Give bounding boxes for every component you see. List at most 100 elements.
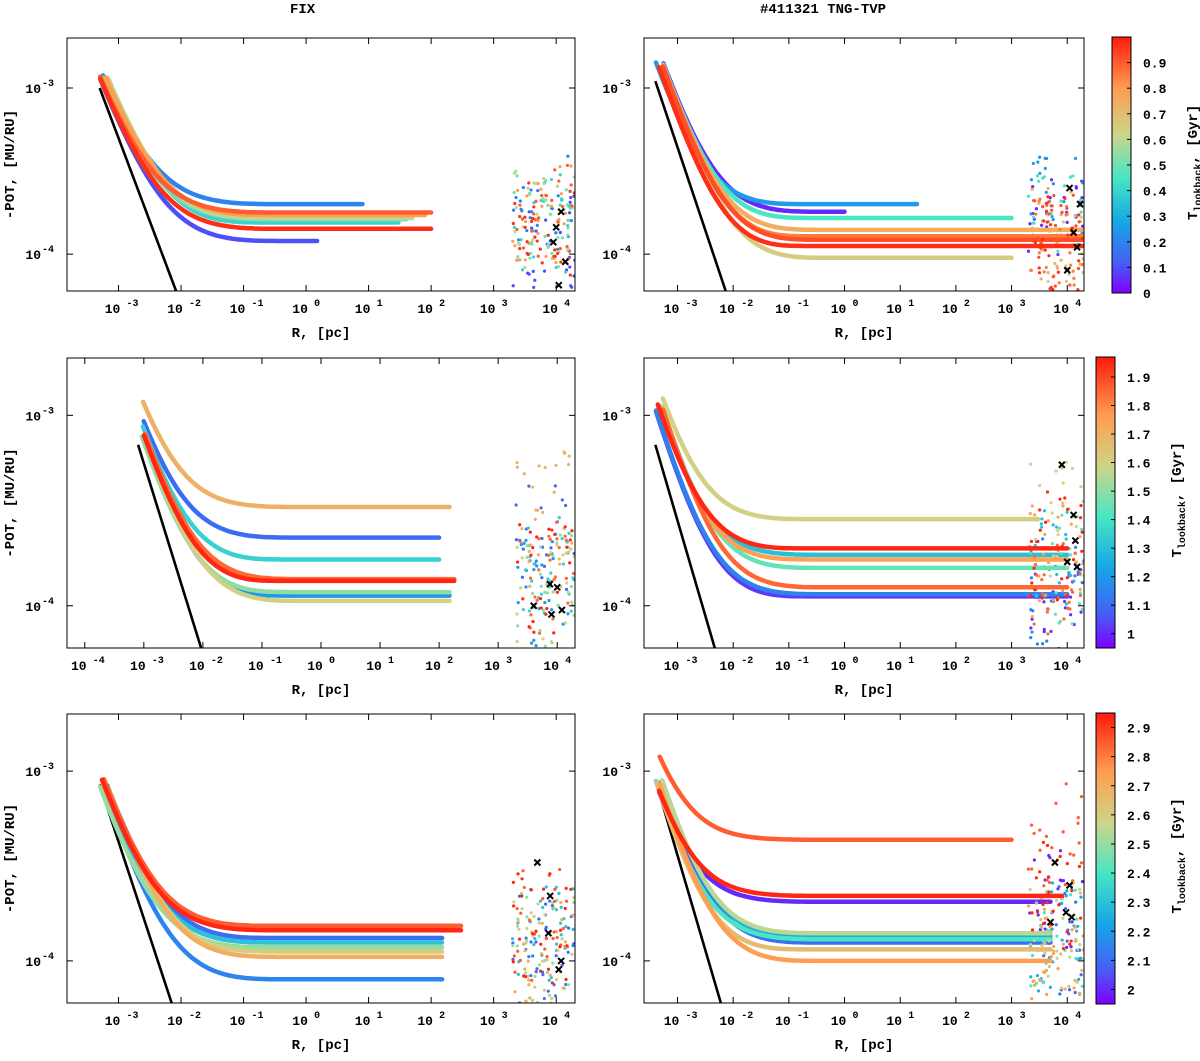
- scatter-dot: [537, 537, 541, 541]
- scatter-dot: [516, 949, 520, 953]
- scatter-dot: [1045, 610, 1049, 614]
- y-tick-label: 10: [25, 82, 41, 97]
- scatter-dot: [1042, 630, 1046, 634]
- scatter-dot: [545, 958, 549, 962]
- scatter-dot: [557, 516, 561, 520]
- scatter-dot: [1081, 934, 1084, 938]
- series-curve-t-2.85: [101, 776, 464, 929]
- scatter-dot: [1080, 984, 1084, 988]
- plot-frame: [66, 713, 576, 1004]
- black-reference-line: [654, 80, 727, 291]
- cross-marker: [533, 858, 542, 867]
- scatter-dot: [1077, 601, 1082, 606]
- scatter-dot: [530, 579, 534, 583]
- scatter-dot: [572, 895, 575, 899]
- scatter-dot: [1069, 263, 1073, 267]
- series-curve-t-1.5: [139, 434, 452, 595]
- scatter-dot: [1026, 249, 1031, 253]
- x-tick-exponent: 4: [565, 656, 571, 667]
- cross-marker: [544, 929, 553, 937]
- scatter-dot: [1051, 287, 1055, 291]
- scatter-dot: [530, 210, 534, 214]
- x-tick-label: 10: [775, 659, 791, 674]
- scatter-dot: [1040, 948, 1044, 952]
- series-curve-t-0.75: [660, 63, 1084, 233]
- scatter-dot: [526, 959, 530, 963]
- scatter-dot: [1055, 572, 1059, 577]
- scatter-dot: [1062, 617, 1066, 621]
- scatter-dot: [552, 577, 556, 582]
- x-tick-exponent: -1: [797, 299, 809, 310]
- scatter-dot: [1046, 186, 1050, 191]
- scatter-dot: [515, 545, 519, 549]
- scatter-dot: [1061, 220, 1066, 224]
- scatter-dot: [1027, 904, 1031, 908]
- cross-marker: [1063, 558, 1071, 566]
- scatter-dot: [530, 219, 534, 224]
- scatter-dot: [1036, 539, 1040, 544]
- scatter-dot: [568, 211, 572, 215]
- scatter-dot: [535, 508, 540, 512]
- y-tick-label: 10: [25, 409, 41, 424]
- x-tick-label: 10: [775, 1014, 791, 1029]
- scatter-dot: [1061, 942, 1065, 946]
- scatter-dot: [565, 581, 569, 585]
- y-axis-label: -POT, [MU/RU]: [3, 804, 19, 913]
- series-curve-t-0.92: [660, 64, 1084, 243]
- scatter-dot: [564, 551, 568, 555]
- cross-marker: [1063, 266, 1071, 274]
- scatter-dot: [548, 558, 552, 562]
- x-axis-label: R, [pc]: [835, 1038, 894, 1054]
- scatter-dot: [1056, 515, 1060, 519]
- scatter-dot: [546, 243, 550, 247]
- x-tick-label: 10: [543, 659, 559, 674]
- scatter-dot: [1046, 632, 1050, 636]
- scatter-dot: [555, 590, 560, 594]
- scatter-dot: [1029, 268, 1033, 273]
- colorbar-tick-label: 0.5: [1143, 159, 1167, 174]
- scatter-dot: [552, 631, 556, 635]
- scatter-dot: [1040, 176, 1045, 180]
- scatter-dot: [1064, 782, 1068, 786]
- x-tick-exponent: 0: [314, 299, 320, 310]
- scatter-dot: [549, 608, 554, 612]
- scatter-dot: [561, 562, 566, 566]
- scatter-dot: [1032, 215, 1036, 219]
- x-tick-exponent: 1: [388, 656, 394, 667]
- scatter-dot: [531, 269, 535, 273]
- cross-marker: [552, 223, 560, 232]
- scatter-dot: [555, 543, 559, 547]
- scatter-dot: [571, 927, 575, 932]
- scatter-dot: [521, 185, 525, 190]
- scatter-dot: [1065, 862, 1069, 866]
- scatter-dot: [1035, 174, 1040, 178]
- scatter-dot: [1068, 955, 1072, 959]
- scatter-dot: [1036, 160, 1040, 164]
- scatter-dot: [1075, 917, 1079, 921]
- scatter-dot: [1069, 613, 1073, 617]
- scatter-dot: [557, 557, 561, 561]
- scatter-dot: [518, 247, 522, 251]
- scatter-dot: [541, 608, 545, 612]
- series-curve-t-2: [656, 790, 1053, 904]
- scatter-dot: [1076, 821, 1080, 825]
- black-reference-line: [654, 444, 717, 648]
- series-curve-t-0.4: [103, 76, 401, 225]
- scatter-dot: [1034, 207, 1039, 211]
- x-tick-label: 10: [480, 1014, 496, 1029]
- colorbar-tick-label: 0.9: [1143, 57, 1167, 72]
- scatter-dot: [530, 998, 535, 1002]
- scatter-dot: [1047, 880, 1052, 885]
- scatter-dot: [515, 944, 520, 948]
- x-tick-label: 10: [484, 659, 500, 674]
- scatter-dot: [1045, 916, 1049, 920]
- scatter-dot: [547, 527, 551, 531]
- scatter-dot: [1073, 990, 1077, 995]
- scatter-dot: [1034, 901, 1039, 905]
- scatter-dot: [1038, 508, 1042, 512]
- scatter-dot: [1047, 964, 1051, 969]
- scatter-dot: [534, 199, 538, 203]
- scatter-dot: [564, 503, 568, 508]
- scatter-dot: [528, 649, 531, 652]
- scatter-dot: [543, 234, 547, 238]
